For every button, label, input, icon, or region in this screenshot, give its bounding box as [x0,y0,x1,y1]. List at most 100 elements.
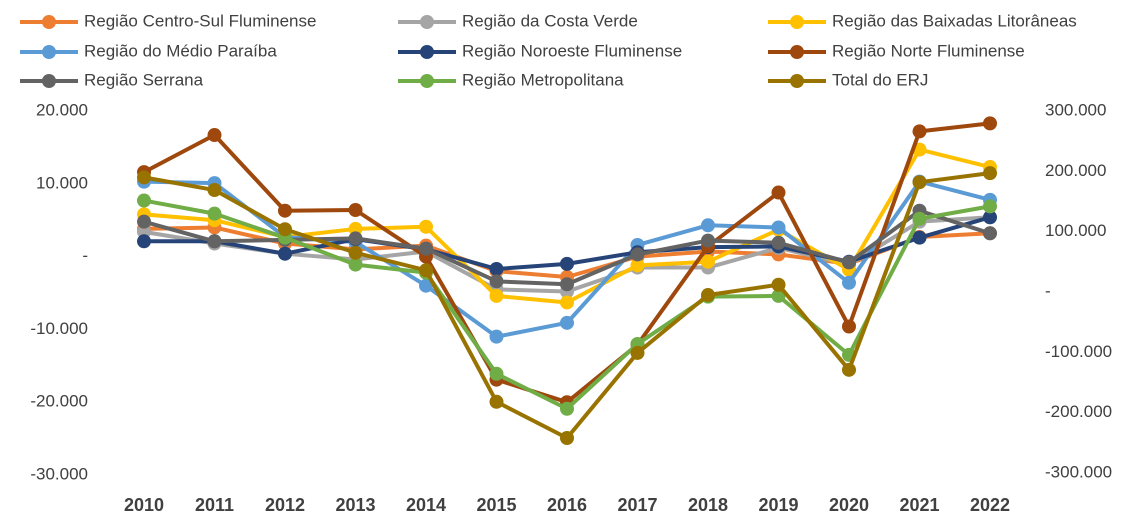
x-tick-label: 2017 [617,495,657,515]
data-point [207,206,222,221]
data-point [630,258,645,273]
data-point [137,214,151,229]
x-tick-label: 2020 [829,495,869,515]
x-tick-label: 2015 [476,495,516,515]
data-point [207,128,222,143]
x-tick-label: 2022 [970,495,1010,515]
data-point [842,255,856,270]
data-point [842,362,856,377]
x-tick-label: 2021 [899,495,939,515]
data-point [419,241,433,256]
data-point [489,329,504,344]
x-tick-label: 2011 [195,495,234,515]
y-tick-label: -30.000 [30,464,88,483]
data-point [912,230,927,245]
data-point [348,203,363,218]
legend-label: Região das Baixadas Litorâneas [832,11,1077,30]
data-point [278,203,292,218]
x-tick-label: 2016 [547,495,587,515]
y2-tick-label: -300.000 [1045,462,1112,481]
legend-marker [420,74,434,88]
y2-tick-label: 100.000 [1045,221,1106,240]
x-tick-label: 2013 [335,495,375,515]
legend-label: Região Serrana [84,70,204,89]
data-point [771,185,786,200]
data-point [701,233,715,248]
data-point [137,193,151,208]
data-point [771,220,786,235]
data-point [348,257,363,272]
data-point [278,246,292,261]
data-point [560,295,574,310]
y2-tick-label: - [1045,281,1051,300]
legend-marker [790,15,804,29]
data-point [278,222,292,237]
data-point [489,394,504,409]
x-tick-label: 2018 [688,495,728,515]
data-point [912,211,927,226]
data-point [912,175,927,190]
data-point [701,218,715,233]
legend-marker [42,74,56,88]
data-point [348,245,363,260]
legend-label: Região Noroeste Fluminense [462,41,682,60]
data-point [630,345,645,360]
legend-marker [790,74,804,88]
data-point [983,166,997,181]
data-point [771,235,786,250]
x-tick-label: 2012 [265,495,305,515]
data-point [489,261,504,276]
data-point [983,210,997,225]
y2-tick-label: 200.000 [1045,161,1106,180]
legend-marker [42,45,56,59]
data-point [983,199,997,214]
y2-tick-label: -200.000 [1045,402,1112,421]
data-point [560,431,574,446]
data-point [983,116,997,131]
data-point [560,315,574,330]
legend-label: Região do Médio Paraíba [84,41,277,60]
legend-label: Região da Costa Verde [462,11,638,30]
data-point [489,274,504,289]
data-point [701,288,715,303]
y-tick-label: 20.000 [36,100,88,119]
data-point [842,275,856,290]
data-point [348,231,363,246]
data-point [207,183,222,198]
data-point [912,124,927,139]
data-point [137,170,151,185]
data-point [771,288,786,303]
data-point [983,226,997,241]
data-point [419,278,433,293]
data-point [419,263,433,278]
data-point [207,234,222,249]
data-point [489,288,504,303]
y-tick-label: 10.000 [36,173,88,192]
data-point [560,277,574,292]
data-point [842,319,856,334]
legend-marker [420,15,434,29]
y-tick-label: - [82,246,88,265]
legend-marker [420,45,434,59]
legend-marker [790,45,804,59]
y2-tick-label: 300.000 [1045,100,1106,119]
x-tick-label: 2019 [758,495,798,515]
y2-tick-label: -100.000 [1045,342,1112,361]
legend-label: Região Metropolitana [462,70,624,89]
data-point [630,247,645,262]
data-point [560,401,574,416]
data-point [419,219,433,234]
legend-label: Total do ERJ [832,70,928,89]
y-tick-label: -20.000 [30,392,88,411]
data-point [560,256,574,271]
legend-marker [42,15,56,29]
data-point [701,254,715,269]
x-tick-label: 2014 [406,495,446,515]
legend-label: Região Norte Fluminense [832,41,1025,60]
y-tick-label: -10.000 [30,319,88,338]
data-point [489,366,504,381]
legend-label: Região Centro-Sul Fluminense [84,11,316,30]
data-point [137,234,151,249]
x-tick-label: 2010 [124,495,164,515]
